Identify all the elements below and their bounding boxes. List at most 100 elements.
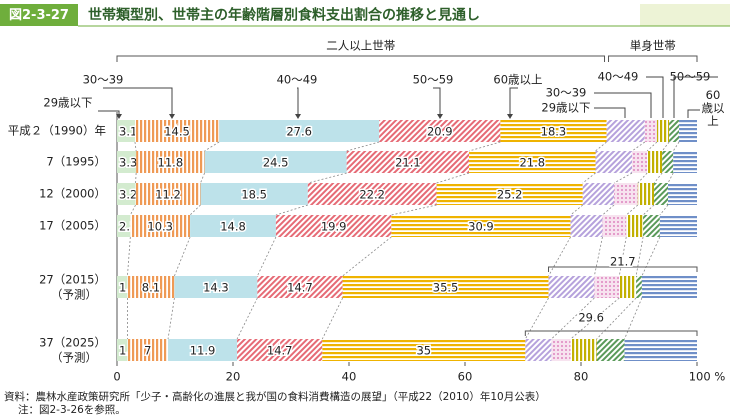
connector: [468, 141, 501, 152]
callout-label: 29歳以下: [43, 96, 92, 110]
value-label: 21.1: [395, 156, 421, 170]
connector: [624, 297, 643, 340]
connector: [342, 236, 392, 277]
connector: [256, 236, 277, 277]
connector: [641, 236, 661, 277]
bar-segment: [200, 183, 308, 205]
bar-segment: [548, 276, 595, 298]
bar-segment: [117, 276, 128, 298]
value-label: 14.8: [220, 220, 246, 234]
bar-segment: [117, 339, 128, 361]
arrow-head: [116, 114, 122, 119]
connector: [596, 297, 637, 340]
connector: [321, 297, 343, 340]
annotation: 21.7: [610, 255, 636, 269]
bar-segment: [679, 120, 697, 142]
value-label: 11.8: [158, 156, 184, 170]
bar-segment: [204, 151, 347, 173]
bar-segment: [134, 120, 220, 142]
bar-segment: [391, 215, 571, 237]
callout-label: 60歳以上: [493, 73, 542, 87]
value-label: 20.9: [427, 125, 453, 139]
connector: [570, 204, 583, 216]
callout-arrow: [297, 87, 299, 118]
bar-segment: [117, 215, 131, 237]
value-label: 22.2: [359, 188, 385, 202]
bar-segment: [117, 183, 136, 205]
value-label: 11.9: [190, 344, 216, 358]
bar-segment: [595, 151, 633, 173]
callout-arrow: [687, 109, 700, 118]
note: 注：図2-3-26を参照。: [18, 403, 126, 416]
connector: [346, 141, 380, 152]
group-label: 単身世帯: [630, 39, 676, 53]
callout-label: 30～39: [83, 73, 124, 87]
value-label: 30.9: [468, 220, 494, 234]
value-label: 27.6: [286, 125, 312, 139]
callout-arrow: [673, 76, 718, 118]
connector: [646, 141, 658, 152]
connector: [524, 297, 549, 340]
bar-segment: [606, 120, 645, 142]
bar-segment: [636, 276, 642, 298]
connector: [167, 297, 175, 340]
bar-segment: [436, 183, 583, 205]
bar-segment: [117, 151, 137, 173]
bar-segment: [379, 120, 501, 142]
header-strip: [640, 4, 730, 26]
single-callout: 60歳以上: [701, 88, 725, 128]
figure-label: 図2-3-27: [9, 8, 69, 23]
bar-segment: [673, 151, 697, 173]
bar-segment: [257, 276, 343, 298]
connector: [134, 141, 137, 152]
bar-segment: [624, 339, 697, 361]
forecast-label: （予測）: [51, 351, 97, 365]
value-label: 3.3: [119, 156, 137, 170]
callout-label: 30～39: [546, 86, 587, 100]
bar-segment: [237, 339, 323, 361]
annotation-bracket: [548, 266, 698, 272]
bar-segment: [669, 120, 680, 142]
bar-segment: [525, 339, 552, 361]
group-label: 二人以上世帯: [326, 39, 395, 53]
bar-segment: [500, 120, 607, 142]
value-label: 3.2: [119, 188, 137, 202]
connector: [135, 172, 137, 184]
connector: [659, 204, 669, 216]
bar-segment: [643, 215, 660, 237]
bar-segment: [602, 215, 627, 237]
bar-segment: [668, 183, 697, 205]
callout-arrow: [594, 107, 626, 118]
bar-segment: [641, 276, 697, 298]
group-bracket: [608, 55, 698, 62]
connector: [174, 236, 191, 277]
callout-arrow: [103, 87, 173, 118]
connector: [204, 141, 220, 152]
connector: [570, 297, 620, 340]
connector: [551, 297, 595, 340]
callout-arrow: [509, 87, 518, 118]
connector: [602, 204, 615, 216]
group-bracket: [116, 55, 606, 62]
connector: [593, 236, 603, 277]
bar-segment: [307, 183, 437, 205]
connector: [672, 141, 680, 152]
connector: [637, 172, 648, 184]
bar-segment: [596, 339, 625, 361]
bar-segment: [644, 120, 657, 142]
value-label: 35: [416, 344, 431, 358]
arrow-head: [507, 114, 513, 119]
bar-segment: [662, 151, 674, 173]
connector: [618, 236, 627, 277]
connector: [236, 297, 258, 340]
x-tick-label: 80: [574, 370, 589, 384]
connector: [200, 172, 205, 184]
bar-segment: [654, 183, 668, 205]
x-tick-label: 60: [458, 370, 473, 384]
connector: [613, 172, 633, 184]
y-tick-label: 7（1995）: [46, 155, 106, 169]
connector: [667, 172, 674, 184]
connector: [436, 172, 470, 184]
